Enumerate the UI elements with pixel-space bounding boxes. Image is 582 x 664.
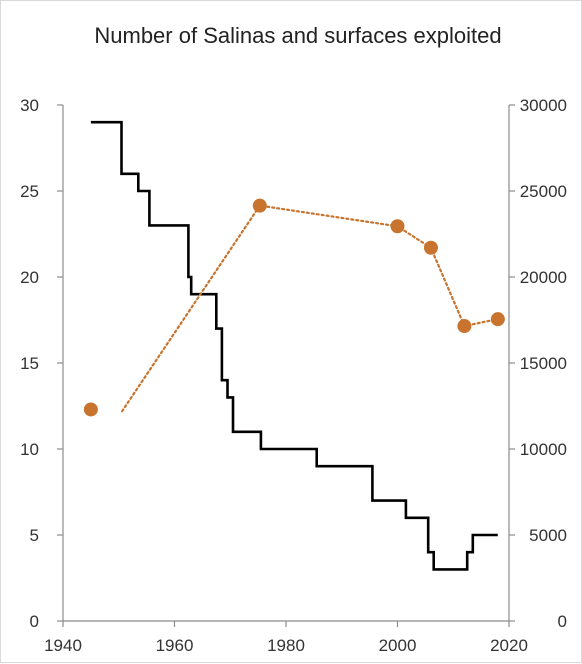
x-tick-label: 1940	[44, 636, 82, 655]
left-tick-label: 10	[20, 440, 39, 459]
left-tick-label: 25	[20, 182, 39, 201]
right-tick-label: 25000	[520, 182, 567, 201]
x-tick-label: 1980	[267, 636, 305, 655]
x-tick-label: 2000	[379, 636, 417, 655]
right-tick-label: 30000	[520, 96, 567, 115]
left-tick-label: 20	[20, 268, 39, 287]
surface-dotted-line	[120, 204, 499, 413]
right-tick-label: 0	[558, 612, 567, 631]
x-tick-label: 2020	[490, 636, 528, 655]
surface-data-point	[457, 319, 472, 334]
left-tick-label: 30	[20, 96, 39, 115]
right-tick-label: 15000	[520, 354, 567, 373]
surface-data-point	[252, 198, 267, 213]
tick-labels: 0 5 10 15 20 25 30 0 5000 10000 15000 20000 25000 300…	[20, 96, 567, 655]
x-tick-label: 1960	[156, 636, 194, 655]
surface-data-point	[83, 402, 98, 417]
surface-data-point	[423, 240, 438, 255]
right-tick-label: 5000	[529, 526, 567, 545]
left-tick-label: 15	[20, 354, 39, 373]
salinas-count-step-line	[90, 120, 498, 571]
surface-data-point	[390, 219, 405, 234]
right-tick-label: 10000	[520, 440, 567, 459]
right-tick-label: 20000	[520, 268, 567, 287]
chart-title: Number of Salinas and surfaces exploited	[94, 23, 501, 48]
plot-area	[83, 120, 505, 571]
axes	[57, 104, 515, 627]
surface-data-point	[490, 312, 505, 327]
left-tick-label: 0	[30, 612, 39, 631]
left-tick-label: 5	[30, 526, 39, 545]
